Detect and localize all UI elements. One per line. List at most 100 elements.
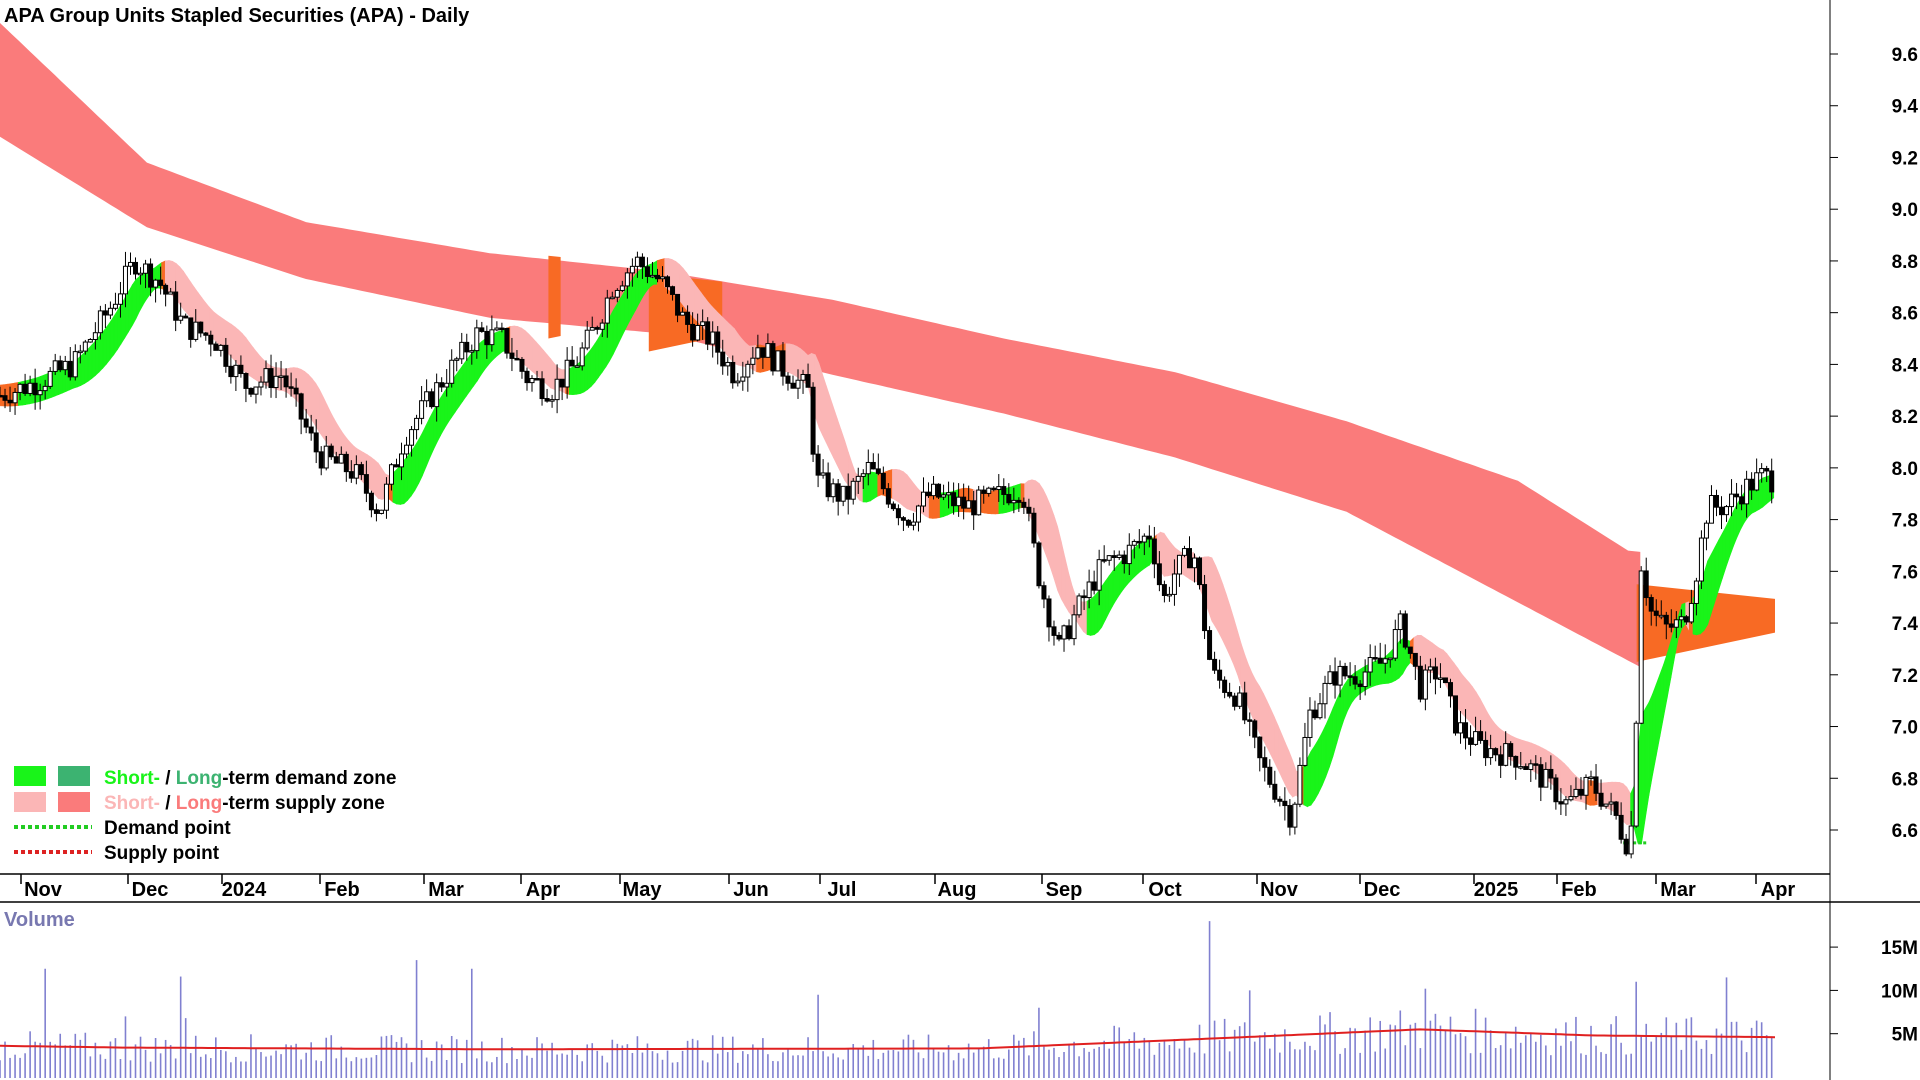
candle-body: [1327, 671, 1333, 684]
candle-body: [1558, 801, 1564, 805]
candle-body: [363, 474, 369, 494]
candle-body: [1161, 584, 1167, 596]
candle-body: [514, 357, 520, 361]
candle-body: [57, 360, 63, 371]
candle-body: [910, 521, 916, 526]
candle-body: [1086, 581, 1092, 599]
candle-body: [1111, 555, 1117, 558]
candle-body: [1397, 613, 1403, 631]
candle-body: [409, 429, 415, 446]
short-band-segment: [818, 363, 823, 436]
candle-body: [1272, 783, 1278, 800]
candle-body: [1673, 619, 1679, 628]
volume-bars: [0, 921, 1773, 1078]
candle-body: [1021, 501, 1027, 508]
price-tick-label: 7.6: [1892, 562, 1918, 583]
legend-supply-zone: Short- / Long-term supply zone: [104, 793, 385, 814]
short-band-segment: [1263, 693, 1268, 748]
candle-body: [188, 317, 194, 340]
candle-body: [509, 352, 515, 359]
volume-y-axis: 15M 10M 5M: [1830, 938, 1918, 1046]
candle-body: [1588, 776, 1594, 779]
short-band-segment: [499, 330, 504, 355]
candle-body: [1026, 506, 1032, 514]
short-band-segment: [131, 278, 137, 326]
candle-body: [946, 492, 952, 496]
price-tick-label: 8.0: [1892, 459, 1918, 480]
short-band-segment: [462, 359, 467, 403]
candle-body: [956, 496, 962, 507]
short-band-segment: [1134, 543, 1139, 578]
candle-body: [308, 426, 314, 434]
candle-body: [117, 293, 123, 305]
candle-body: [218, 344, 224, 351]
candle-body: [920, 491, 926, 507]
candle-body: [825, 472, 831, 498]
candle-body: [1478, 731, 1484, 741]
candle-body: [790, 382, 796, 389]
short-band-segment: [1207, 556, 1213, 622]
candle-body: [915, 505, 921, 523]
candle-body: [479, 327, 485, 332]
short-band-segment: [1266, 700, 1271, 755]
candle-body: [1222, 679, 1228, 693]
candle-body: [1412, 652, 1418, 667]
candle-body: [1171, 573, 1177, 595]
candle-body: [414, 417, 420, 431]
short-band-segment: [407, 450, 412, 502]
short-band-segment: [1707, 553, 1712, 625]
candle-body: [138, 272, 144, 276]
candle-body: [358, 464, 364, 476]
candle-body: [238, 364, 244, 375]
candle-body: [283, 375, 289, 388]
candle-body: [1734, 493, 1740, 498]
candle-body: [760, 347, 766, 358]
short-band-segment: [1758, 477, 1764, 510]
candle-body: [489, 329, 495, 346]
short-band-segment: [568, 366, 574, 395]
candle-body: [1458, 722, 1464, 734]
short-band-segment: [1329, 707, 1334, 768]
short-band-segment: [253, 346, 258, 382]
candle-body: [885, 488, 891, 505]
legend-supply-point: Supply point: [104, 843, 220, 864]
short-band-segment: [1251, 673, 1257, 726]
volume-tick-label: 15M: [1881, 938, 1918, 959]
candle-body: [745, 363, 751, 378]
candle-body: [1488, 748, 1494, 759]
time-tick-label: Dec: [1364, 879, 1401, 901]
candle-body: [1036, 542, 1042, 587]
candle-body: [695, 325, 701, 341]
short-band-segment: [234, 326, 240, 366]
price-y-axis: 6.6 6.8 7.0 7.2 7.4 7.6 7.8 8.0 8.2 8.4 8.6 8.8 9.0 9…: [1830, 45, 1918, 842]
legend-demand-point: Demand point: [104, 818, 231, 839]
short-band-segment: [440, 390, 445, 437]
candle-body: [549, 399, 555, 402]
candle-body: [92, 332, 98, 341]
price-tick-label: 9.4: [1892, 97, 1919, 118]
short-band-segment: [983, 491, 989, 514]
candle-body: [715, 331, 721, 353]
short-band-segment: [322, 396, 328, 444]
candle-body: [1553, 777, 1559, 803]
short-band-segment: [598, 330, 603, 379]
candle-body: [27, 382, 33, 394]
short-band-segment: [895, 468, 901, 504]
candle-body: [931, 483, 937, 497]
candle-body: [87, 339, 93, 343]
short-band-segment: [737, 333, 743, 367]
candle-body: [624, 272, 630, 287]
candle-body: [1322, 682, 1328, 705]
short-band-segment: [326, 404, 331, 450]
candle-body: [1287, 805, 1293, 828]
legend-demand-short: Short-: [104, 768, 160, 789]
candle-body: [730, 361, 736, 384]
candle-body: [7, 399, 13, 404]
short-band-segment: [466, 354, 471, 397]
candle-body: [112, 303, 118, 309]
candle-body: [42, 385, 48, 392]
candle-body: [1126, 544, 1132, 565]
candle-body: [524, 370, 530, 384]
short-band-segment: [1681, 602, 1686, 630]
short-band-segment: [1325, 716, 1330, 778]
